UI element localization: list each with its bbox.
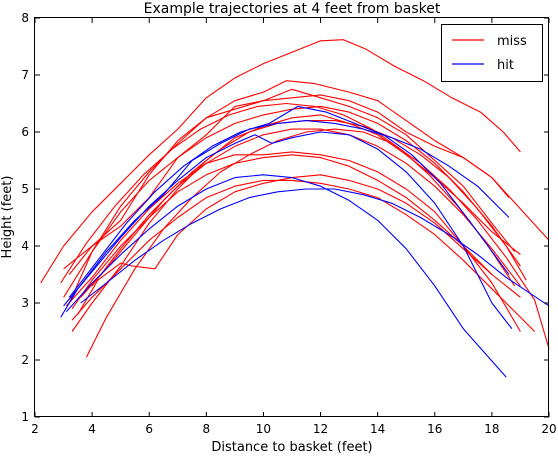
x-tick-label: 12 [313, 422, 328, 436]
plot-area [34, 17, 549, 417]
x-tick-label: 8 [203, 422, 211, 436]
y-tick-label: 4 [21, 239, 29, 253]
y-tick-label: 3 [21, 296, 29, 310]
trajectory-miss-3 [63, 88, 516, 270]
x-tick-label: 6 [145, 422, 153, 436]
trajectory-miss-2 [68, 80, 510, 304]
trajectory-hit-2 [63, 131, 513, 330]
legend-label-miss: miss [497, 34, 527, 49]
trajectory-hit-4 [65, 174, 507, 378]
trajectory-hit-5 [80, 188, 550, 307]
trajectory-miss-14 [60, 102, 516, 287]
legend-box [441, 24, 543, 82]
plot-frame [34, 17, 549, 417]
y-axis-label: Height (feet) [0, 176, 15, 259]
y-tick-label: 6 [21, 125, 29, 139]
y-tick-label: 5 [21, 182, 29, 196]
y-tick-label: 7 [21, 68, 29, 82]
legend: miss hit [441, 24, 543, 82]
x-tick-label: 4 [88, 422, 96, 436]
trajectory-miss-4 [68, 94, 550, 275]
y-axis-ticks: 1 2 3 4 5 6 7 8 [21, 11, 549, 424]
x-axis-ticks: 2 4 6 8 10 12 14 16 18 20 [31, 18, 557, 436]
trajectory-miss-6 [85, 128, 550, 358]
x-tick-label: 2 [31, 422, 39, 436]
x-axis-label: Distance to basket (feet) [211, 440, 372, 455]
series-layer [40, 39, 550, 378]
y-tick-label: 1 [21, 410, 29, 424]
trajectory-miss-1 [40, 39, 521, 284]
x-tick-label: 20 [541, 422, 556, 436]
trajectory-hit-1 [60, 120, 510, 318]
y-tick-label: 8 [21, 11, 29, 25]
x-tick-label: 16 [427, 422, 442, 436]
trajectory-miss-9 [71, 179, 536, 332]
x-tick-label: 14 [370, 422, 385, 436]
x-tick-label: 18 [484, 422, 499, 436]
trajectory-hit-3 [68, 105, 510, 298]
y-tick-label: 2 [21, 353, 29, 367]
trajectory-miss-13 [91, 128, 521, 287]
x-tick-label: 10 [256, 422, 271, 436]
trajectory-miss-7 [65, 151, 521, 332]
chart-title: Example trajectories at 4 feet from bask… [144, 1, 441, 17]
legend-label-hit: hit [497, 58, 514, 73]
